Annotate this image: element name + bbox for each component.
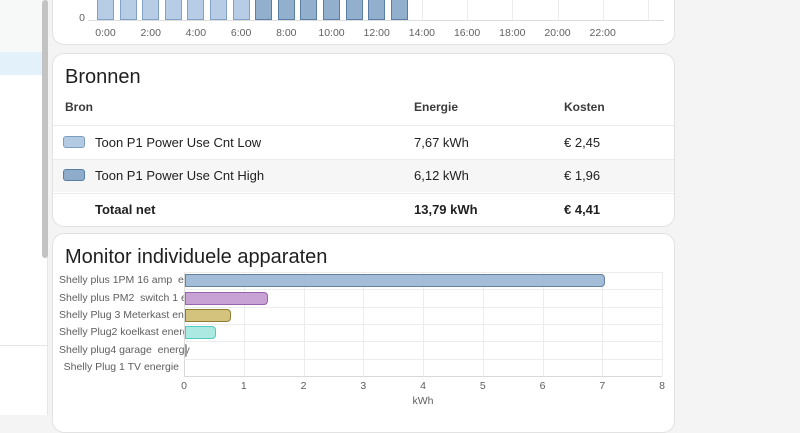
hourly-x-tick-label: 0:00 xyxy=(95,27,116,39)
device-bar xyxy=(185,326,216,340)
legend-swatch-high xyxy=(63,169,85,181)
left-sidebar xyxy=(0,0,48,415)
hourly-x-tick-label: 8:00 xyxy=(276,27,297,39)
hourly-gridline xyxy=(512,0,514,20)
source-energy: 7,67 kWh xyxy=(414,135,469,150)
device-row-label: Shelly plug4 garage energy xyxy=(59,343,190,356)
hourly-gridline xyxy=(557,0,559,20)
device-chart-h-gridline xyxy=(184,307,662,308)
device-row-label: Shelly plus 1PM 16 amp energie xyxy=(59,274,214,287)
hourly-bar-100-low xyxy=(119,0,137,20)
device-chart-x-tick-label: 4 xyxy=(420,380,426,392)
device-chart-x-tick-label: 7 xyxy=(599,380,606,392)
column-header-energie: Energie xyxy=(414,100,459,114)
hourly-x-tick-label: 18:00 xyxy=(499,27,526,39)
device-chart-h-gridline xyxy=(184,272,662,273)
table-row-source: Toon P1 Power Use Cnt High 6,12 kWh € 1,96 xyxy=(53,159,674,192)
sources-card: Bronnen Bron Energie Kosten Toon P1 Powe… xyxy=(52,53,675,227)
device-row-label: Shelly Plug 1 TV energie xyxy=(63,360,179,373)
hourly-chart-x-axis xyxy=(88,20,664,21)
hourly-x-tick-label: 12:00 xyxy=(363,27,390,39)
source-cost: € 1,96 xyxy=(564,168,601,183)
hourly-x-tick-label: 10:00 xyxy=(318,27,345,39)
device-chart-x-tick-label: 1 xyxy=(240,380,247,392)
hourly-gridline xyxy=(467,0,469,20)
hourly-bar-800-high xyxy=(277,0,295,20)
hourly-x-tick-label: 6:00 xyxy=(230,27,252,39)
sidebar-item-selected[interactable] xyxy=(0,52,42,75)
hourly-bar-500-low xyxy=(210,0,227,20)
device-bar xyxy=(185,308,231,322)
device-bar xyxy=(185,291,268,305)
hourly-bar-700-high xyxy=(255,0,273,20)
hourly-bar-1000-high xyxy=(323,0,340,20)
hourly-x-tick-label: 4:00 xyxy=(185,27,207,39)
hourly-usage-chart-card: 0 0:00 2:00 4:00 6:00 8:00 10:00 12:00 14:00 16:… xyxy=(52,0,675,45)
table-divider xyxy=(53,193,674,194)
device-chart-x-tick-label: 5 xyxy=(479,380,486,392)
hourly-x-tick-label: 22:00 xyxy=(589,27,616,39)
device-chart-x-tick-label: 8 xyxy=(659,380,665,392)
hourly-x-tick-label: 16:00 xyxy=(453,27,481,39)
hourly-gridline xyxy=(647,0,649,20)
hourly-bar-400-low xyxy=(187,0,205,20)
devices-card-title: Monitor individuele apparaten xyxy=(65,246,328,268)
vertical-scrollbar-thumb[interactable] xyxy=(42,0,48,258)
hourly-bar-600-low xyxy=(232,0,250,20)
table-row-total: Totaal net 13,79 kWh € 4,41 xyxy=(53,193,674,226)
device-chart-x-axis-label: kWh xyxy=(412,395,434,407)
device-chart-plot xyxy=(184,272,663,377)
hourly-bar-1200-high xyxy=(368,0,386,20)
legend-swatch-low xyxy=(63,136,85,148)
device-row-label: Shelly Plug2 koelkast energie xyxy=(59,326,197,339)
hourly-gridline xyxy=(602,0,604,20)
energy-dashboard: { "sidebar": { "scrollbar": true }, "hou… xyxy=(0,0,675,433)
sidebar-divider xyxy=(0,345,47,346)
source-energy: 6,12 kWh xyxy=(414,168,469,183)
column-header-bron: Bron xyxy=(65,100,93,114)
source-name: Toon P1 Power Use Cnt Low xyxy=(95,135,262,150)
source-energy: 13,79 kWh xyxy=(414,202,478,217)
device-bar xyxy=(185,274,606,288)
hourly-x-tick-label: 20:00 xyxy=(544,27,571,39)
hourly-chart-y-tick: 0 xyxy=(79,12,85,24)
source-cost: € 2,45 xyxy=(564,135,601,150)
device-chart-x-tick-label: 2 xyxy=(300,380,307,392)
hourly-x-tick-label: 14:00 xyxy=(408,27,436,39)
source-name: Totaal net xyxy=(95,202,156,217)
device-chart-x-tick-label: 6 xyxy=(539,380,546,392)
hourly-bar-1300-high xyxy=(390,0,408,20)
device-chart-x-tick-label: 0 xyxy=(181,380,187,392)
hourly-bar-1100-high xyxy=(345,0,363,20)
hourly-bar-300-low xyxy=(164,0,182,20)
table-divider xyxy=(53,125,674,126)
devices-card: Monitor individuele apparaten Shelly plu… xyxy=(52,233,675,433)
device-chart-h-gridline xyxy=(184,359,662,360)
hourly-bar-000-low xyxy=(97,0,114,20)
source-cost: € 4,41 xyxy=(564,202,601,217)
hourly-bar-200-low xyxy=(142,0,160,20)
source-name: Toon P1 Power Use Cnt High xyxy=(95,168,265,183)
sidebar-item-top[interactable] xyxy=(0,0,42,52)
device-chart-v-gridline xyxy=(662,272,663,376)
device-chart-h-gridline xyxy=(184,341,662,342)
device-chart-h-gridline xyxy=(184,324,662,325)
device-row-label: Shelly plus PM2 switch 1 energie xyxy=(59,291,216,304)
device-chart-h-gridline xyxy=(184,289,662,290)
device-chart-x-axis xyxy=(184,376,662,377)
device-chart-x-tick-label: 3 xyxy=(360,380,367,392)
hourly-x-tick-label: 2:00 xyxy=(140,27,161,39)
sources-card-title: Bronnen xyxy=(65,66,141,88)
column-header-kosten: Kosten xyxy=(564,100,605,114)
device-bar xyxy=(185,343,187,357)
table-divider xyxy=(53,159,674,160)
device-row-label: Shelly Plug 3 Meterkast energy xyxy=(59,308,205,321)
hourly-bar-900-high xyxy=(300,0,318,20)
table-row-source: Toon P1 Power Use Cnt Low 7,67 kWh € 2,45 xyxy=(53,126,674,159)
hourly-gridline xyxy=(421,0,423,20)
